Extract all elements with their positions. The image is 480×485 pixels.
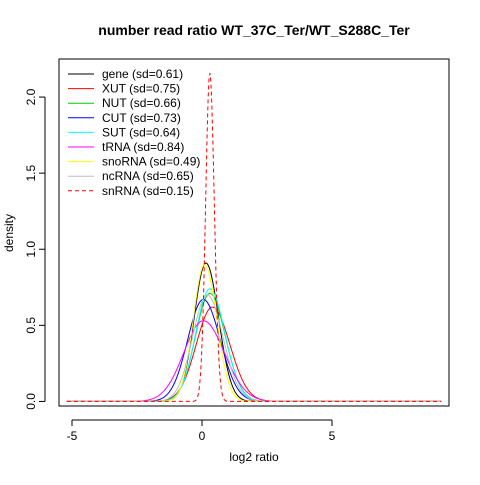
legend-label: tRNA (sd=0.84) — [102, 140, 184, 154]
legend-label: ncRNA (sd=0.65) — [102, 169, 194, 183]
series-line-4 — [66, 288, 442, 402]
x-tick-label: 5 — [329, 429, 336, 443]
y-axis: 0.0 0.5 1.0 1.5 2.0 — [24, 88, 46, 410]
y-tick-label: 1.0 — [24, 241, 38, 258]
legend-label: snRNA (sd=0.15) — [102, 184, 194, 198]
x-tick-label: 0 — [199, 429, 206, 443]
y-tick-label: 0.5 — [24, 317, 38, 334]
y-tick-label: 0.0 — [24, 393, 38, 410]
legend-label: snoRNA (sd=0.49) — [102, 155, 200, 169]
legend-label: SUT (sd=0.64) — [102, 125, 180, 139]
y-tick-label: 2.0 — [24, 88, 38, 105]
series-line-8 — [66, 72, 442, 402]
legend-label: gene (sd=0.61) — [102, 67, 183, 81]
legend: gene (sd=0.61)XUT (sd=0.75)NUT (sd=0.66)… — [68, 67, 200, 198]
legend-label: XUT (sd=0.75) — [102, 82, 180, 96]
series-line-1 — [66, 306, 442, 402]
legend-label: CUT (sd=0.73) — [102, 111, 181, 125]
series-line-2 — [66, 292, 442, 402]
series-line-3 — [66, 298, 442, 402]
y-tick-label: 1.5 — [24, 164, 38, 181]
series-layer — [66, 72, 442, 402]
series-line-6 — [66, 263, 442, 402]
chart-title: number read ratio WT_37C_Ter/WT_S288C_Te… — [98, 22, 410, 38]
y-axis-label: density — [2, 214, 16, 252]
legend-label: NUT (sd=0.66) — [102, 96, 181, 110]
plot-frame — [58, 58, 450, 407]
series-line-5 — [66, 320, 442, 402]
x-axis: -5 0 5 — [67, 419, 336, 443]
series-line-0 — [66, 262, 442, 402]
x-tick-label: -5 — [67, 429, 78, 443]
x-axis-label: log2 ratio — [229, 450, 279, 464]
series-line-7 — [66, 294, 442, 402]
